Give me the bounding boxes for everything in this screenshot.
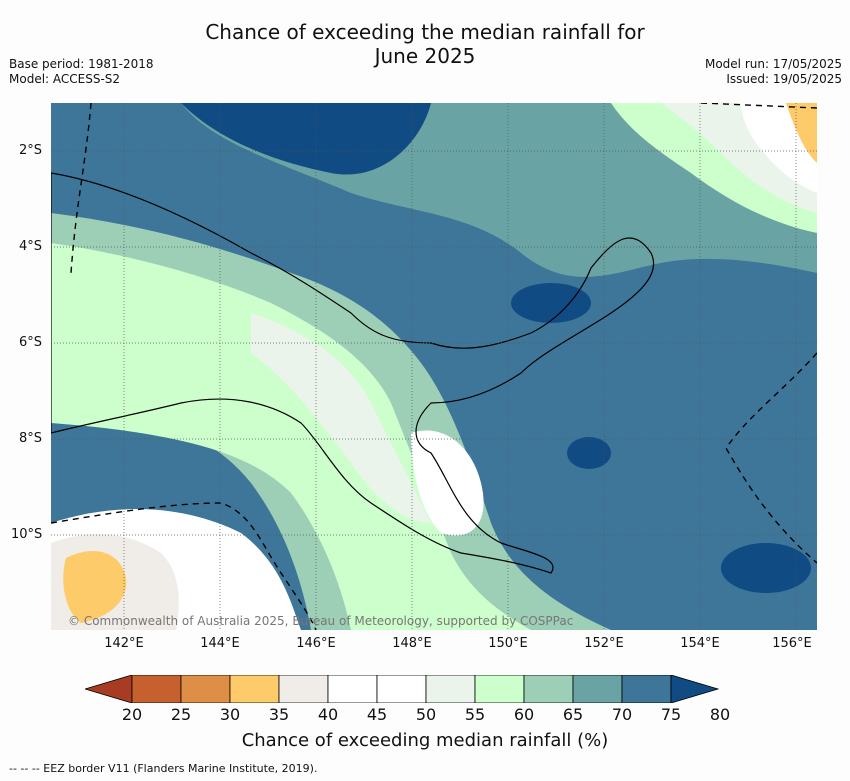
lon-label-154e: 154°E [680, 636, 720, 651]
colorbar-tick-label: 70 [611, 705, 633, 724]
colorbar-swatch [474, 675, 525, 703]
lat-label-6s: 6°S [19, 335, 43, 350]
title-line2: June 2025 [374, 44, 476, 68]
map-svg [51, 103, 817, 630]
band-70-75-north [51, 103, 817, 277]
gridlines [51, 103, 817, 630]
colorbar-tick-label: 20 [121, 705, 143, 724]
lon-label-156e: 156°E [772, 636, 812, 651]
colorbar-tick-label: 65 [562, 705, 584, 724]
colorbar-tick-label: 55 [464, 705, 486, 724]
colorbar-swatch [523, 675, 574, 703]
lat-label-4s: 4°S [19, 239, 43, 254]
colorbar-tick-label: 50 [415, 705, 437, 724]
colorbar-swatch [278, 675, 329, 703]
rainfall-map [51, 103, 817, 630]
colorbar-swatch [425, 675, 476, 703]
copyright-text: © Commonwealth of Australia 2025, Bureau… [68, 614, 574, 628]
band-55-60 [251, 313, 431, 523]
title-line1: Chance of exceeding the median rainfall … [205, 20, 645, 44]
colorbar-tick-label: 45 [366, 705, 388, 724]
lat-label-8s: 8°S [19, 431, 43, 446]
lon-label-146e: 146°E [296, 636, 336, 651]
base-period: Base period: 1981-2018 [9, 57, 154, 71]
colorbar-swatch [180, 675, 231, 703]
band-80-central [567, 437, 611, 469]
colorbar [85, 675, 720, 703]
model-name: Model: ACCESS-S2 [9, 72, 121, 86]
band-35-40-sw [63, 550, 127, 623]
band-80-se [721, 543, 811, 593]
colorbar-tick-label: 75 [660, 705, 682, 724]
colorbar-swatch [327, 675, 378, 703]
colorbar-tick-label: 40 [317, 705, 339, 724]
lon-label-144e: 144°E [200, 636, 240, 651]
colorbar-tick-label: 25 [170, 705, 192, 724]
lon-label-152e: 152°E [584, 636, 624, 651]
eez-borders [51, 103, 817, 630]
colorbar-tick-label: 35 [268, 705, 290, 724]
lat-label-10s: 10°S [11, 527, 43, 542]
colorbar-min-arrow [85, 675, 133, 703]
chart-title: Chance of exceeding the median rainfall … [0, 20, 850, 68]
colorbar-swatch [229, 675, 280, 703]
coastline [51, 172, 655, 574]
model-run: Model run: 17/05/2025 [704, 57, 842, 71]
meta-left: Base period: 1981-2018 Model: ACCESS-S2 [9, 57, 154, 87]
colorbar-swatches [85, 675, 720, 703]
lat-label-2s: 2°S [19, 143, 43, 158]
band-35-40-ne [786, 103, 817, 163]
issued-date: Issued: 19/05/2025 [726, 72, 842, 86]
colorbar-swatch [572, 675, 623, 703]
colorbar-tick-label: 80 [709, 705, 731, 724]
meta-right: Model run: 17/05/2025 Issued: 19/05/2025 [705, 57, 842, 87]
colorbar-swatch [131, 675, 182, 703]
colorbar-swatch [376, 675, 427, 703]
colorbar-title: Chance of exceeding median rainfall (%) [241, 730, 609, 751]
colorbar-tick-label: 60 [513, 705, 535, 724]
lon-label-142e: 142°E [104, 636, 144, 651]
colorbar-max-arrow [670, 675, 720, 703]
band-80-north [181, 103, 431, 175]
band-60-65 [51, 243, 531, 630]
colorbar-tick-label: 30 [219, 705, 241, 724]
colorbar-swatch [621, 675, 672, 703]
eez-footnote: -- -- -- EEZ border V11 (Flanders Marine… [9, 762, 318, 775]
lon-label-148e: 148°E [392, 636, 432, 651]
band-80-east [511, 283, 591, 323]
lon-label-150e: 150°E [488, 636, 528, 651]
